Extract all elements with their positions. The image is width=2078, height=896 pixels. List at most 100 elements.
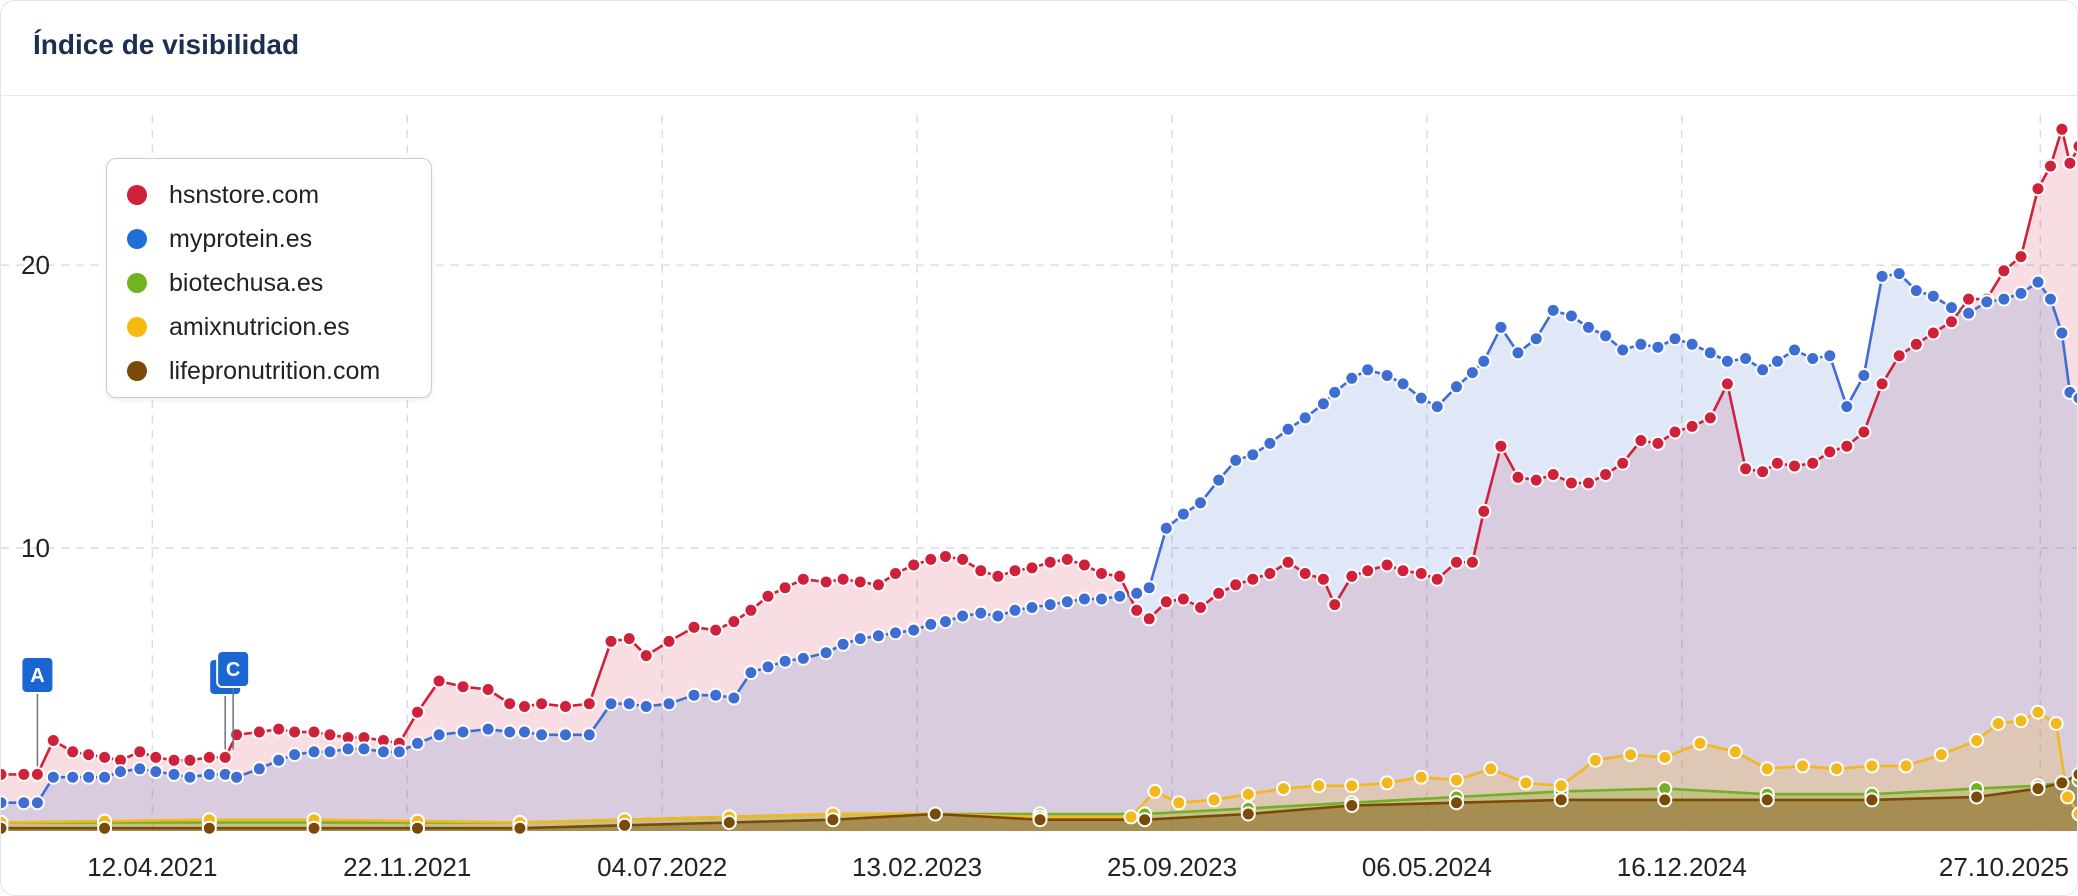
data-point[interactable] [1545, 467, 1561, 482]
data-point[interactable] [322, 727, 338, 743]
data-point[interactable] [2060, 789, 2076, 805]
data-point[interactable] [1979, 294, 1995, 310]
data-point[interactable] [306, 820, 322, 836]
data-point[interactable] [1171, 795, 1187, 811]
data-point[interactable] [431, 673, 447, 689]
data-point[interactable] [686, 619, 702, 635]
data-point[interactable] [621, 631, 637, 647]
data-point[interactable] [322, 744, 338, 760]
data-point[interactable] [1528, 472, 1544, 488]
marker-flag[interactable] [20, 656, 55, 694]
data-point[interactable] [1024, 600, 1040, 615]
legend-item[interactable]: biotechusa.es [107, 261, 431, 305]
data-point[interactable] [852, 631, 868, 647]
data-point[interactable] [1738, 351, 1754, 366]
data-point[interactable] [743, 602, 759, 618]
data-point[interactable] [1738, 461, 1754, 477]
data-point[interactable] [1240, 786, 1256, 802]
data-point[interactable] [1280, 554, 1296, 570]
data-point[interactable] [603, 696, 619, 712]
data-point[interactable] [1581, 475, 1596, 491]
data-point[interactable] [1327, 384, 1343, 400]
data-point[interactable] [818, 574, 834, 590]
data-point[interactable] [1137, 812, 1153, 828]
data-point[interactable] [271, 752, 287, 768]
data-point[interactable] [1657, 749, 1673, 765]
data-point[interactable] [1615, 342, 1631, 358]
data-point[interactable] [1528, 331, 1544, 347]
data-point[interactable] [182, 769, 198, 785]
data-point[interactable] [2071, 390, 2078, 406]
data-point[interactable] [1684, 418, 1700, 434]
data-point[interactable] [251, 724, 267, 740]
data-point[interactable] [1769, 455, 1785, 471]
data-point[interactable] [480, 682, 496, 697]
data-point[interactable] [271, 721, 287, 737]
data-point[interactable] [166, 752, 182, 768]
data-point[interactable] [1007, 563, 1023, 579]
data-point[interactable] [1545, 302, 1561, 318]
data-point[interactable] [1042, 554, 1058, 570]
data-point[interactable] [1379, 557, 1395, 573]
data-point[interactable] [132, 761, 148, 777]
data-point[interactable] [1856, 424, 1872, 440]
data-point[interactable] [1112, 588, 1128, 604]
data-point[interactable] [391, 744, 407, 760]
data-point[interactable] [2043, 291, 2058, 307]
data-point[interactable] [1553, 778, 1569, 794]
data-point[interactable] [1493, 319, 1509, 335]
data-point[interactable] [1996, 291, 2012, 307]
data-point[interactable] [990, 568, 1006, 584]
data-point[interactable] [1493, 438, 1509, 454]
data-point[interactable] [973, 563, 989, 579]
data-point[interactable] [1228, 452, 1244, 468]
data-point[interactable] [81, 769, 97, 785]
data-point[interactable] [534, 727, 550, 743]
data-point[interactable] [1315, 396, 1331, 412]
data-point[interactable] [287, 747, 303, 763]
data-point[interactable] [1429, 571, 1445, 587]
data-point[interactable] [955, 551, 971, 567]
data-point[interactable] [1297, 410, 1313, 426]
data-point[interactable] [760, 659, 776, 675]
data-point[interactable] [229, 727, 245, 743]
data-point[interactable] [148, 749, 164, 765]
data-point[interactable] [603, 633, 619, 649]
data-point[interactable] [410, 735, 425, 751]
data-point[interactable] [617, 817, 633, 833]
data-point[interactable] [1829, 761, 1845, 777]
data-point[interactable] [16, 795, 32, 811]
data-point[interactable] [182, 752, 198, 768]
data-point[interactable] [1759, 761, 1775, 777]
data-point[interactable] [1129, 585, 1145, 601]
data-point[interactable] [2013, 285, 2029, 301]
data-point[interactable] [1129, 602, 1145, 618]
data-point[interactable] [1563, 475, 1579, 491]
data-point[interactable] [777, 653, 793, 669]
data-point[interactable] [1175, 591, 1191, 607]
data-point[interactable] [1510, 345, 1526, 361]
legend-item[interactable]: lifepronutrition.com [107, 349, 431, 393]
data-point[interactable] [581, 696, 597, 712]
data-point[interactable] [1581, 319, 1596, 335]
data-point[interactable] [340, 741, 356, 757]
data-point[interactable] [375, 744, 391, 760]
data-point[interactable] [410, 704, 425, 720]
data-point[interactable] [1702, 410, 1718, 426]
data-point[interactable] [906, 557, 922, 573]
data-point[interactable] [306, 744, 322, 760]
data-point[interactable] [1787, 458, 1802, 474]
data-point[interactable] [2030, 274, 2046, 290]
data-point[interactable] [1908, 336, 1924, 352]
data-point[interactable] [1787, 342, 1802, 358]
data-point[interactable] [1650, 435, 1666, 451]
data-point[interactable] [1464, 365, 1480, 381]
data-point[interactable] [1891, 266, 1907, 282]
data-point[interactable] [65, 744, 81, 760]
data-point[interactable] [480, 721, 496, 737]
data-point[interactable] [2043, 158, 2058, 174]
data-point[interactable] [1228, 577, 1244, 593]
data-point[interactable] [1623, 747, 1639, 763]
data-point[interactable] [1344, 370, 1360, 386]
data-point[interactable] [870, 628, 886, 644]
